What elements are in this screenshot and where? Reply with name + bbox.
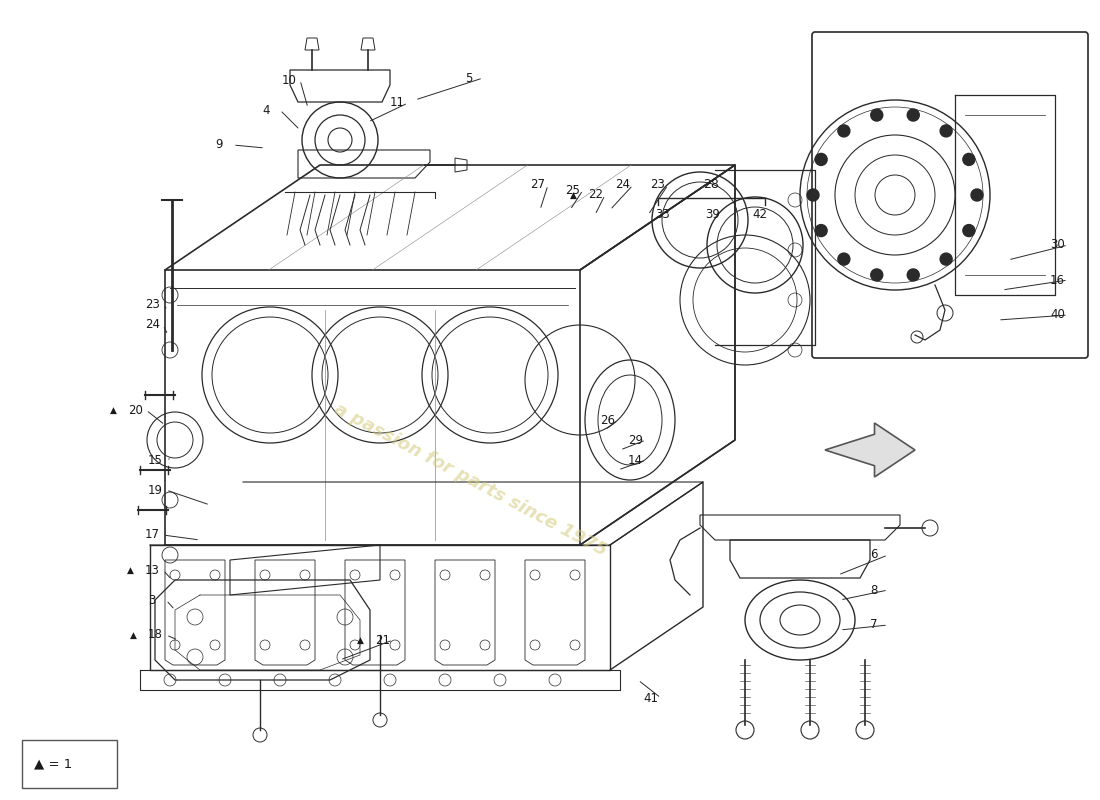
Text: ▲: ▲ (570, 190, 576, 199)
Circle shape (940, 253, 953, 265)
Circle shape (815, 225, 827, 237)
Polygon shape (825, 423, 915, 477)
Text: a passion for parts since 1975: a passion for parts since 1975 (331, 400, 609, 560)
Text: ▲: ▲ (358, 635, 364, 645)
Text: 21: 21 (375, 634, 390, 646)
Text: 24: 24 (145, 318, 160, 331)
Text: 5: 5 (465, 71, 472, 85)
Text: 39: 39 (705, 209, 720, 222)
Text: 42: 42 (752, 209, 768, 222)
Text: 41: 41 (644, 691, 658, 705)
Text: 30: 30 (1050, 238, 1065, 251)
Text: 26: 26 (600, 414, 615, 426)
Text: 22: 22 (588, 189, 603, 202)
Circle shape (871, 109, 883, 121)
Text: 40: 40 (1050, 309, 1065, 322)
Text: 13: 13 (145, 563, 160, 577)
Text: 8: 8 (870, 583, 878, 597)
Text: 20: 20 (128, 403, 143, 417)
Text: 23: 23 (650, 178, 664, 191)
Text: 11: 11 (390, 97, 405, 110)
FancyBboxPatch shape (812, 32, 1088, 358)
Circle shape (838, 125, 850, 137)
Text: 33: 33 (656, 209, 670, 222)
Circle shape (908, 109, 920, 121)
Text: 23: 23 (145, 298, 160, 311)
Text: 24: 24 (615, 178, 630, 191)
Text: 15: 15 (148, 454, 163, 466)
Text: 19: 19 (148, 483, 163, 497)
Text: 27: 27 (530, 178, 544, 191)
Text: 25: 25 (565, 183, 580, 197)
Circle shape (962, 225, 975, 237)
Circle shape (908, 269, 920, 281)
Text: 18: 18 (148, 629, 163, 642)
Text: ▲: ▲ (110, 406, 117, 414)
Circle shape (962, 154, 975, 166)
Text: 28: 28 (703, 178, 719, 191)
Circle shape (807, 189, 820, 201)
Text: 16: 16 (1050, 274, 1065, 286)
Text: 17: 17 (145, 529, 160, 542)
Text: ▲ = 1: ▲ = 1 (34, 758, 73, 770)
Circle shape (971, 189, 983, 201)
Text: ▲: ▲ (126, 566, 134, 574)
Text: 10: 10 (282, 74, 297, 86)
Circle shape (871, 269, 883, 281)
Bar (22, 740, 117, 788)
Text: ▲: ▲ (130, 630, 136, 639)
Text: 6: 6 (870, 549, 878, 562)
Circle shape (940, 125, 953, 137)
Text: 3: 3 (148, 594, 155, 606)
Text: 4: 4 (262, 103, 270, 117)
Text: 7: 7 (870, 618, 878, 631)
Text: 14: 14 (628, 454, 643, 466)
Circle shape (838, 253, 850, 265)
Circle shape (815, 154, 827, 166)
Text: 9: 9 (214, 138, 222, 151)
Text: 29: 29 (628, 434, 643, 446)
